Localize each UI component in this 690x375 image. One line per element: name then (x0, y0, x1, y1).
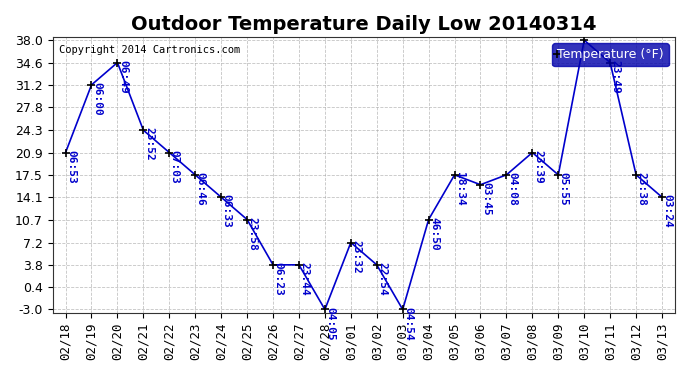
Legend: Temperature (°F): Temperature (°F) (552, 43, 669, 66)
Text: 23:49: 23:49 (611, 60, 621, 93)
Title: Outdoor Temperature Daily Low 20140314: Outdoor Temperature Daily Low 20140314 (131, 15, 597, 34)
Text: 23:38: 23:38 (637, 172, 647, 206)
Text: 18:34: 18:34 (455, 172, 465, 206)
Text: 23:44: 23:44 (299, 262, 310, 296)
Text: 06:49: 06:49 (118, 60, 128, 93)
Text: Copyright 2014 Cartronics.com: Copyright 2014 Cartronics.com (59, 45, 240, 55)
Text: 06:23: 06:23 (274, 262, 284, 296)
Text: 46:50: 46:50 (429, 217, 440, 250)
Text: 04:54: 04:54 (403, 307, 413, 340)
Text: 04:05: 04:05 (326, 307, 335, 340)
Text: 06:33: 06:33 (221, 194, 232, 228)
Text: 06:53: 06:53 (66, 150, 76, 183)
Text: 07:03: 07:03 (170, 150, 180, 183)
Text: 03:45: 03:45 (481, 182, 491, 216)
Text: 23:32: 23:32 (351, 240, 362, 273)
Text: 06:00: 06:00 (92, 82, 102, 116)
Text: 23:58: 23:58 (248, 217, 257, 250)
Text: 22:54: 22:54 (377, 262, 387, 296)
Text: 06:46: 06:46 (196, 172, 206, 206)
Text: 23:39: 23:39 (533, 150, 543, 183)
Text: 04:08: 04:08 (507, 172, 517, 206)
Text: 05:55: 05:55 (559, 172, 569, 206)
Text: 23:52: 23:52 (144, 128, 154, 161)
Text: 03:24: 03:24 (662, 194, 673, 228)
